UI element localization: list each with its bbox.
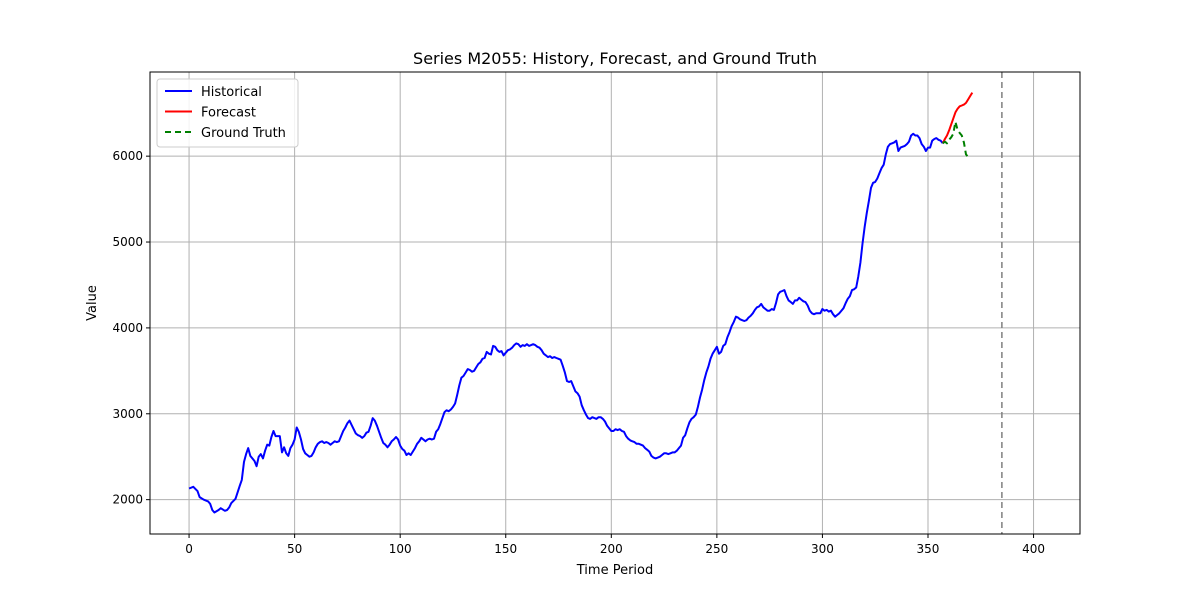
x-axis-label: Time Period [576, 563, 653, 578]
x-tick-label: 100 [389, 542, 412, 556]
x-tick-label: 400 [1022, 542, 1045, 556]
y-tick-label: 5000 [112, 235, 143, 249]
y-tick-label: 6000 [112, 149, 143, 163]
x-tick-label: 0 [185, 542, 193, 556]
legend-label: Ground Truth [201, 126, 286, 141]
grid [150, 72, 1080, 534]
y-axis: 2000 3000 4000 5000 6000 [112, 149, 150, 507]
series-line-ground-truth [942, 120, 971, 158]
chart-title: Series M2055: History, Forecast, and Gro… [413, 49, 817, 68]
y-tick-label: 2000 [112, 493, 143, 507]
x-tick-label: 250 [705, 542, 728, 556]
y-tick-label: 4000 [112, 321, 143, 335]
plot-frame [149, 71, 1081, 535]
x-axis: 0 50 100 150 200 250 300 350 400 [185, 534, 1045, 556]
x-tick-label: 50 [287, 542, 302, 556]
y-axis-label: Value [85, 285, 100, 321]
legend-box [156, 78, 299, 148]
legend-label: Forecast [201, 106, 256, 121]
y-tick-label: 3000 [112, 407, 143, 421]
legend-label: Historical [201, 85, 262, 100]
series-line-historical [188, 132, 944, 514]
series-line-forecast [941, 92, 974, 144]
x-tick-label: 150 [494, 542, 517, 556]
x-tick-label: 300 [811, 542, 834, 556]
series-layer [188, 92, 974, 514]
x-tick-label: 350 [917, 542, 940, 556]
x-tick-label: 200 [600, 542, 623, 556]
legend: Historical Forecast Ground Truth [156, 78, 299, 148]
